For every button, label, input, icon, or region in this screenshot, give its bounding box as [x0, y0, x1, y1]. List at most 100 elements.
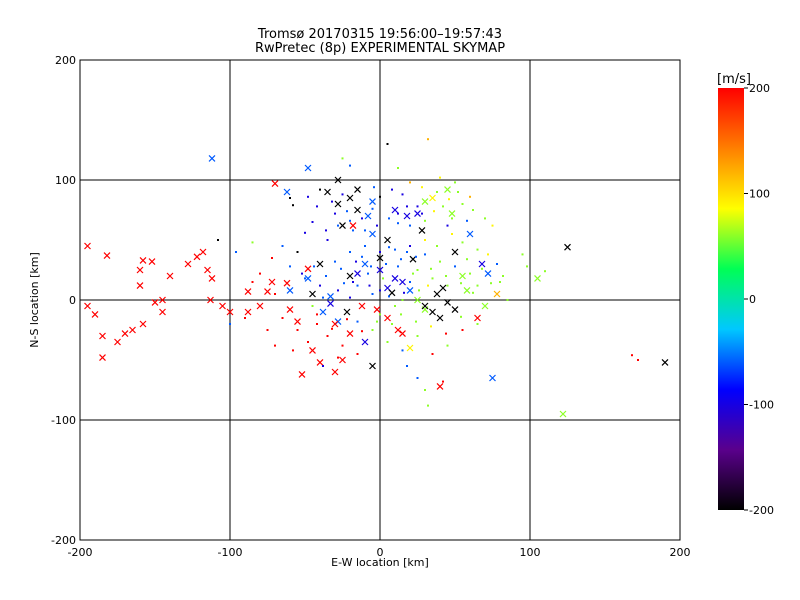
data-point-cross: [298, 370, 306, 378]
data-point-dot: [431, 277, 434, 280]
data-point-dot: [307, 341, 309, 343]
data-point-cross: [399, 278, 406, 286]
data-point-dot: [391, 188, 393, 191]
data-point-dot: [316, 205, 318, 208]
data-point-dot: [430, 325, 432, 328]
data-point-cross: [369, 362, 376, 370]
data-point-cross: [661, 358, 669, 366]
data-point-dot: [274, 344, 276, 347]
data-point-cross: [376, 266, 384, 274]
y-axis-label: N-S location [km]: [28, 252, 41, 348]
data-point-cross: [418, 226, 426, 234]
data-point-dot: [346, 210, 348, 213]
x-tick-label: 200: [670, 546, 691, 559]
data-point-dot: [379, 289, 381, 292]
data-point-cross: [339, 222, 346, 230]
data-point-cross: [354, 186, 361, 194]
data-point-dot: [406, 365, 408, 367]
data-point-dot: [322, 296, 324, 299]
data-point-cross: [429, 194, 436, 202]
data-point-dot: [401, 299, 404, 301]
data-point-dot: [454, 181, 456, 184]
data-point-cross: [304, 274, 312, 282]
data-point-dot: [397, 212, 399, 215]
chart-subtitle: RwPretec (8p) EXPERIMENTAL SKYMAP: [255, 41, 505, 56]
data-point-dot: [217, 239, 219, 241]
data-point-dot: [415, 320, 417, 323]
data-point-dot: [325, 275, 327, 277]
data-point-dot: [409, 245, 411, 247]
data-point-cross: [489, 374, 496, 382]
data-point-dot: [544, 270, 546, 273]
data-point-dot: [487, 253, 489, 256]
data-point-cross: [384, 314, 391, 322]
data-point-cross: [474, 314, 481, 322]
data-point-cross: [478, 260, 486, 268]
data-point-dot: [356, 320, 359, 323]
data-point-dot: [476, 284, 479, 287]
data-point-dot: [409, 224, 411, 227]
data-point-dot: [391, 323, 393, 325]
data-point-dot: [433, 210, 435, 213]
data-point-dot: [439, 260, 441, 263]
data-point-cross: [334, 176, 342, 184]
data-point-cross: [114, 338, 121, 346]
data-point-cross: [388, 289, 396, 297]
colorbar-tick-label: -200: [749, 504, 774, 517]
data-point-cross: [451, 306, 459, 314]
data-point-dot: [311, 221, 314, 223]
data-point-dot: [349, 164, 351, 167]
data-point-cross: [226, 308, 234, 316]
data-point-dot: [436, 245, 438, 247]
data-point-cross: [327, 300, 334, 308]
data-point-cross: [316, 358, 324, 366]
data-point-cross: [283, 279, 291, 287]
data-point-dot: [349, 219, 351, 222]
x-axis-ticks: -200 -100 0 100 200: [68, 546, 691, 559]
data-point-cross: [346, 330, 354, 338]
data-point-dot: [427, 404, 429, 407]
data-point-dot: [442, 380, 444, 383]
data-point-dot: [337, 289, 339, 292]
colorbar-tick-label: 200: [749, 82, 770, 95]
data-point-dot: [368, 284, 371, 287]
data-point-dot: [266, 329, 269, 331]
data-point-dot: [337, 224, 339, 227]
data-point-cross: [139, 320, 147, 328]
data-point-dot: [424, 253, 426, 256]
data-point-dot: [526, 265, 528, 268]
data-point-dot: [356, 353, 359, 355]
data-point-dot: [506, 299, 509, 301]
data-point-dot: [448, 198, 450, 201]
y-tick-label: 200: [55, 54, 76, 67]
data-point-dot: [361, 255, 363, 258]
data-point-cross: [429, 308, 436, 316]
data-point-cross: [358, 302, 366, 310]
data-point-dot: [388, 217, 390, 220]
data-point-dot: [379, 313, 381, 316]
data-point-dot: [490, 282, 492, 285]
data-point-dot: [409, 181, 411, 184]
data-point-cross: [564, 243, 571, 251]
data-point-cross: [91, 310, 99, 318]
data-point-dot: [424, 239, 426, 241]
data-point-cross: [208, 274, 216, 282]
data-point-dot: [371, 293, 374, 295]
data-point-cross: [304, 265, 312, 273]
data-point-dot: [472, 209, 474, 211]
data-point-dot: [352, 281, 354, 283]
data-point-dot: [445, 332, 447, 335]
data-point-dot: [442, 205, 444, 208]
data-point-cross: [264, 288, 271, 296]
data-point-dot: [491, 224, 494, 227]
data-point-cross: [309, 290, 316, 298]
data-point-cross: [199, 248, 207, 256]
data-point-dot: [466, 258, 468, 261]
data-point-cross: [148, 258, 156, 266]
data-point-dot: [301, 272, 303, 275]
data-point-dot: [521, 253, 524, 256]
data-point-dot: [446, 224, 449, 227]
data-point-dot: [412, 272, 414, 275]
data-point-dot: [229, 323, 231, 325]
data-point-cross: [349, 222, 357, 230]
